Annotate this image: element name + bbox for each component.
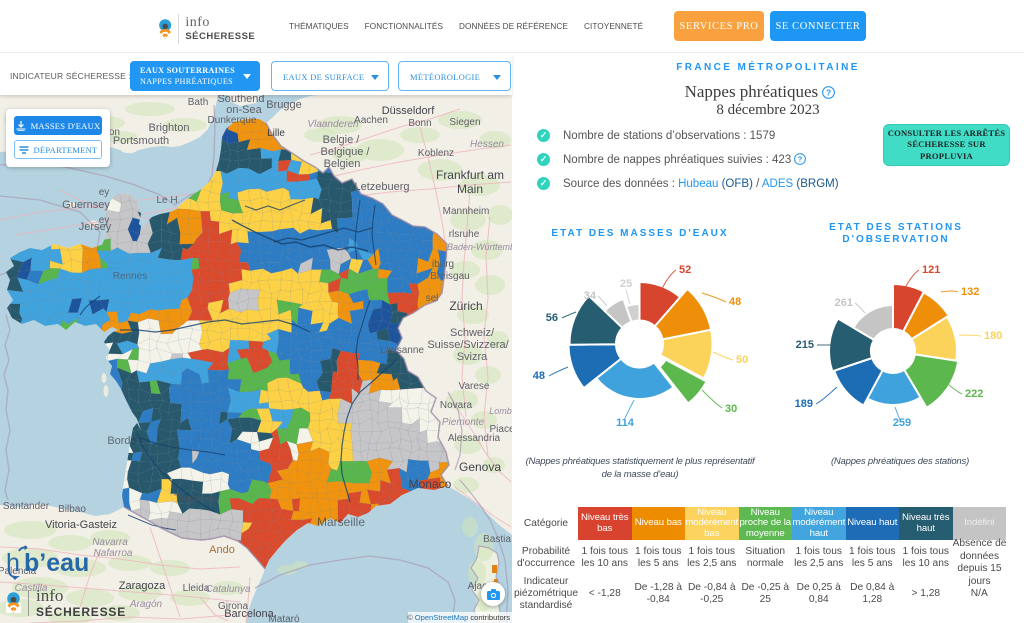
svg-text:rlsruhe: rlsruhe — [449, 229, 480, 240]
svg-text:Letzebuerg: Letzebuerg — [354, 181, 409, 193]
svg-text:132: 132 — [961, 286, 979, 298]
svg-text:Barcelona: Barcelona — [224, 608, 274, 620]
svg-text:25: 25 — [620, 278, 632, 290]
svg-text:Aragón: Aragón — [129, 599, 163, 610]
svg-text:?: ? — [826, 87, 831, 97]
svg-text:56: 56 — [546, 312, 558, 324]
svg-text:Svizra: Svizra — [457, 351, 488, 363]
svg-text:Girona: Girona — [218, 601, 248, 612]
svg-text:Novara: Novara — [440, 400, 473, 411]
svg-text:259: 259 — [893, 417, 911, 429]
svg-text:Borde: Borde — [107, 435, 136, 447]
svg-text:Southend: Southend — [217, 95, 264, 105]
svg-text:Schweiz/: Schweiz/ — [450, 327, 495, 339]
svg-text:Piace: Piace — [489, 424, 512, 435]
svg-text:Zürich: Zürich — [449, 299, 482, 313]
svg-text:Varese: Varese — [459, 381, 490, 392]
svg-text:Belgique /: Belgique / — [321, 146, 371, 158]
svg-text:Jersey: Jersey — [79, 221, 112, 233]
svg-text:Siegen: Siegen — [449, 117, 480, 128]
svg-text:Hessen: Hessen — [470, 139, 504, 150]
svg-text:Main: Main — [457, 182, 483, 196]
svg-text:Mannheim: Mannheim — [443, 206, 490, 217]
svg-text:iburg: iburg — [432, 259, 454, 270]
svg-text:Toulouse: Toulouse — [174, 493, 218, 505]
svg-text:30: 30 — [725, 403, 737, 415]
svg-text:?: ? — [798, 155, 803, 164]
svg-text:Vlaanderen: Vlaanderen — [307, 119, 359, 130]
svg-text:Vitoria-Gasteiz: Vitoria-Gasteiz — [45, 519, 117, 531]
svg-text:Nafarroa: Nafarroa — [94, 548, 133, 559]
svg-text:222: 222 — [965, 388, 983, 400]
svg-text:Rennes: Rennes — [113, 271, 147, 282]
svg-text:50: 50 — [736, 354, 748, 366]
svg-text:Navarra: Navarra — [92, 537, 128, 548]
svg-text:Ando: Ando — [209, 544, 235, 556]
svg-text:52: 52 — [679, 264, 691, 276]
svg-text:121: 121 — [922, 264, 940, 276]
svg-text:Bonn: Bonn — [408, 118, 431, 129]
svg-text:Lleida: Lleida — [183, 583, 210, 594]
svg-text:Dunkerque: Dunkerque — [208, 115, 257, 126]
svg-text:34: 34 — [584, 290, 597, 302]
svg-text:48: 48 — [729, 296, 741, 308]
svg-text:Catalunya: Catalunya — [205, 584, 250, 595]
svg-text:Castilla: Castilla — [15, 583, 48, 594]
svg-text:Brugge: Brugge — [266, 99, 301, 111]
svg-text:Mataró: Mataró — [268, 614, 300, 623]
svg-text:Koblenz: Koblenz — [418, 148, 454, 159]
svg-text:Bilbao: Bilbao — [58, 504, 86, 515]
svg-text:Santander: Santander — [3, 501, 50, 512]
svg-text:Düsseldorf: Düsseldorf — [382, 105, 436, 117]
svg-text:180: 180 — [984, 330, 1002, 342]
svg-text:Belgien: Belgien — [324, 158, 361, 170]
svg-text:sel: sel — [426, 293, 439, 304]
svg-text:Aachen: Aachen — [354, 115, 388, 126]
svg-text:Baden-Württemb: Baden-Württemb — [447, 242, 512, 252]
svg-text:Suisse/Svizzera/: Suisse/Svizzera/ — [427, 339, 509, 351]
svg-text:ton: ton — [106, 127, 120, 138]
svg-text:Palencia: Palencia — [0, 566, 37, 577]
svg-text:Guernsey: Guernsey — [62, 199, 110, 211]
svg-text:Piemonte: Piemonte — [442, 417, 485, 428]
svg-text:Marseille: Marseille — [317, 515, 365, 529]
svg-text:Brighton: Brighton — [149, 122, 190, 134]
svg-text:Belgie /: Belgie / — [323, 134, 361, 146]
svg-text:on-Sea: on-Sea — [226, 104, 262, 116]
svg-text:ey: ey — [99, 215, 110, 226]
svg-text:Lausanne: Lausanne — [380, 345, 424, 356]
svg-text:Lille: Lille — [267, 128, 285, 139]
svg-text:Monaco: Monaco — [409, 477, 452, 491]
svg-text:Bath: Bath — [188, 97, 209, 108]
svg-text:189: 189 — [795, 398, 813, 410]
svg-text:215: 215 — [796, 339, 814, 351]
svg-text:Zaragoza: Zaragoza — [119, 580, 166, 592]
svg-text:Le H: Le H — [156, 195, 177, 206]
svg-text:Portsmouth: Portsmouth — [113, 135, 169, 147]
svg-text:Bastia: Bastia — [483, 534, 511, 545]
svg-text:261: 261 — [835, 297, 853, 309]
svg-text:Breisgau: Breisgau — [430, 271, 469, 282]
svg-text:Ajacci: Ajacci — [468, 581, 495, 592]
svg-text:b’eau: b’eau — [24, 549, 89, 577]
svg-text:Frankfurt am: Frankfurt am — [436, 168, 504, 182]
svg-text:Genova: Genova — [459, 460, 501, 474]
svg-text:48: 48 — [533, 370, 545, 382]
svg-text:114: 114 — [616, 417, 635, 429]
svg-text:Lombo: Lombo — [489, 406, 512, 416]
svg-text:ey: ey — [99, 187, 110, 198]
svg-text:h: h — [6, 549, 20, 577]
svg-text:Alessandria: Alessandria — [448, 433, 501, 444]
